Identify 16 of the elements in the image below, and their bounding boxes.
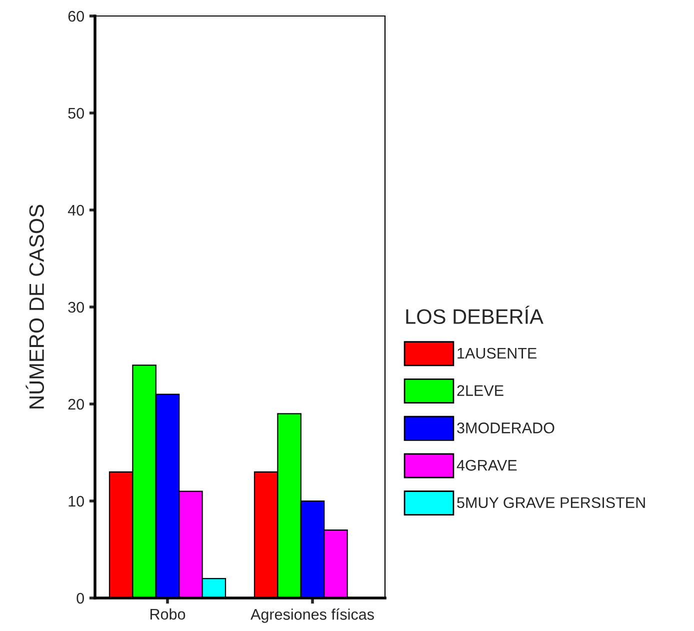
x-tick-label: Robo xyxy=(150,608,186,620)
y-tick-label: 20 xyxy=(68,398,84,410)
y-tick-label: 60 xyxy=(68,10,84,22)
legend-label: 1AUSENTE xyxy=(458,348,536,359)
legend-label: 2LEVE xyxy=(457,385,504,396)
legend-label: 3MODERADO xyxy=(457,422,554,434)
legend-title: LOS DEBERÍA xyxy=(406,306,544,324)
legend-label: 4GRAVE xyxy=(456,460,517,471)
y-tick-label: 50 xyxy=(68,108,84,119)
x-tick-label: Agresiones físicas xyxy=(250,608,374,623)
y-tick-label: 10 xyxy=(68,496,84,507)
y-tick-label: 0 xyxy=(76,592,84,604)
y-tick-label: 40 xyxy=(68,204,84,216)
y-axis-title: NÚMERO DE CASOS xyxy=(26,204,44,408)
y-tick-label: 30 xyxy=(68,302,84,313)
legend-label: 5MUY GRAVE PERSISTEN xyxy=(457,497,645,508)
